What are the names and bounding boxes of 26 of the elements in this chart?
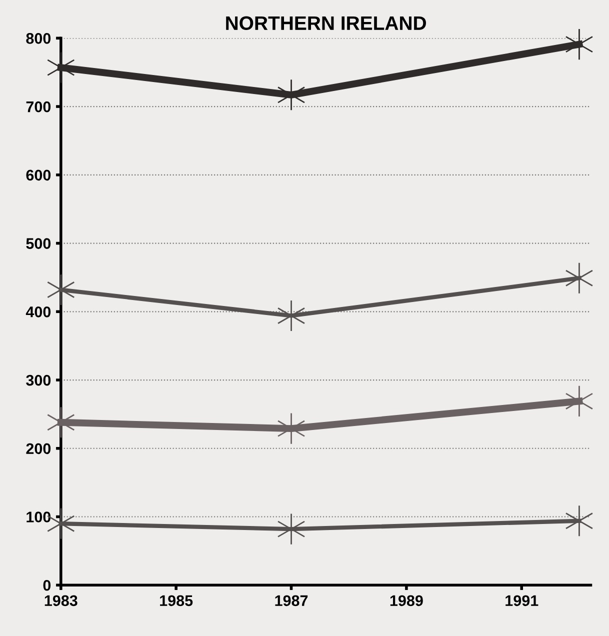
point: [277, 78, 306, 111]
point: [277, 300, 306, 332]
point: [565, 385, 594, 418]
y-tick-label: 700: [26, 101, 51, 112]
point: [565, 504, 594, 537]
y-tick-label: 500: [26, 238, 51, 249]
y-tick-label: 100: [26, 512, 51, 522]
point: [277, 412, 306, 445]
x-tick-label: 1989: [390, 595, 423, 606]
y-tick-label: 400: [26, 306, 51, 318]
point: [565, 262, 594, 294]
y-tick-label: 200: [26, 443, 51, 454]
x-tick-label: 1991: [506, 595, 538, 606]
y-tick-label: 300: [26, 374, 51, 386]
x-tick-label: 1987: [275, 595, 308, 606]
point: [46, 274, 75, 306]
y-tick-label: 0: [43, 580, 51, 591]
y-tick-label: 800: [26, 33, 51, 44]
y-tick-label: 600: [26, 170, 51, 181]
chart-title: NORTHERN IRELAND: [226, 16, 426, 30]
point: [46, 406, 75, 438]
point: [277, 513, 306, 546]
x-tick-label: 1983: [44, 595, 78, 606]
point: [46, 52, 75, 84]
x-tick-label: 1985: [160, 595, 193, 606]
point: [565, 28, 594, 60]
